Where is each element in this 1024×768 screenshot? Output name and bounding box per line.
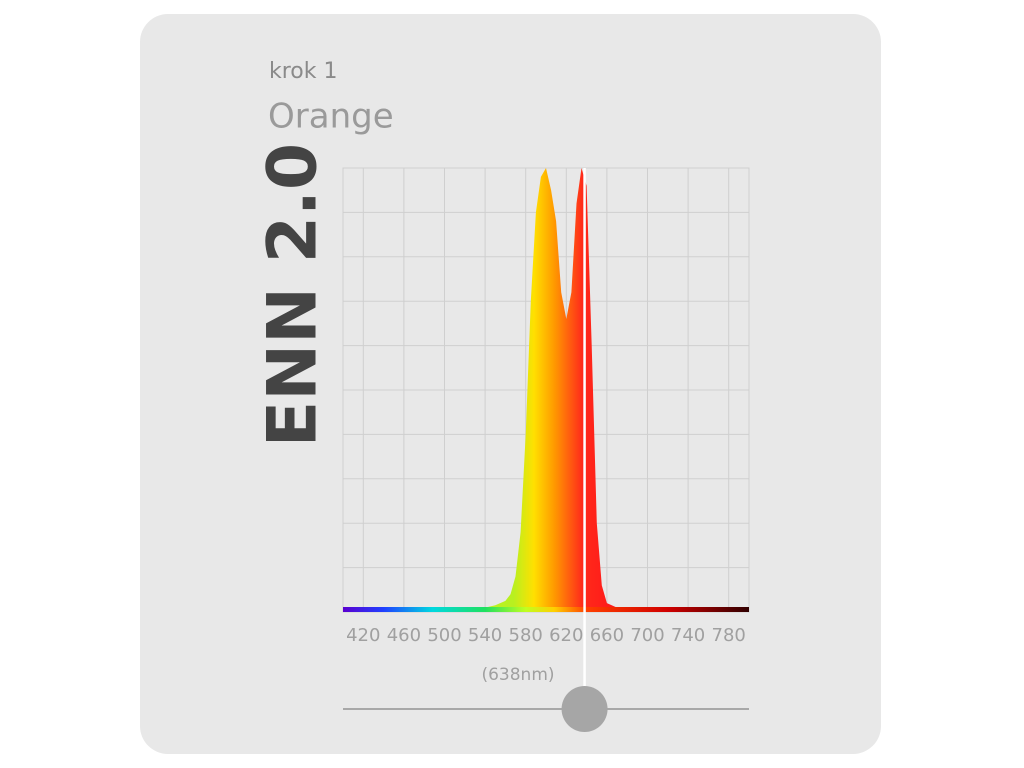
slider-knob[interactable] xyxy=(561,686,608,732)
color-name: Orange xyxy=(268,97,394,137)
x-tick-label: 420 xyxy=(346,625,380,646)
x-tick-label: 540 xyxy=(468,625,502,646)
spectrum-chart: 420 460 500 540 580 620 660 700 740 780 xyxy=(342,167,750,646)
spectrum-area xyxy=(343,168,749,612)
x-tick-label: 580 xyxy=(509,625,543,646)
x-tick-label: 740 xyxy=(671,625,705,646)
step-label: krok 1 xyxy=(269,59,338,84)
x-tick-label: 660 xyxy=(590,625,624,646)
x-tick-label: 780 xyxy=(712,625,746,646)
x-tick-label: 500 xyxy=(427,625,461,646)
wavelength-label: (638nm) xyxy=(481,665,554,685)
x-tick-label: 700 xyxy=(630,625,664,646)
x-tick-label: 460 xyxy=(387,625,421,646)
card xyxy=(140,14,881,754)
spectrum-band xyxy=(343,607,749,612)
x-tick-label: 620 xyxy=(549,625,583,646)
product-name: ENN 2.0 xyxy=(254,143,333,447)
